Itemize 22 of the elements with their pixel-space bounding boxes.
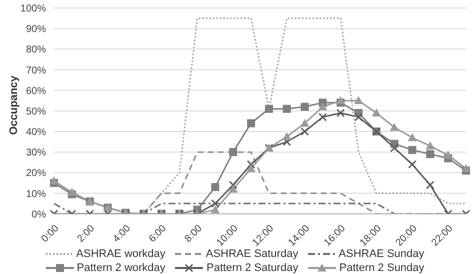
y-axis-title: Occupancy <box>8 74 20 135</box>
y-tick-label: 40% <box>26 127 46 138</box>
legend-label: Pattern 2 Sunday <box>338 262 424 274</box>
y-tick-label: 20% <box>26 168 46 180</box>
y-tick-label: 80% <box>26 44 46 56</box>
legend-label: ASHRAE workday <box>75 248 166 260</box>
y-tick-label: 60% <box>26 86 46 97</box>
y-tick-label: 100% <box>20 4 46 15</box>
y-tick-label: 10% <box>26 188 46 200</box>
x-tick-label: 4:00 <box>111 222 134 245</box>
legend-label: ASHRAE Saturday <box>204 248 298 260</box>
y-tick-label: 0% <box>32 209 46 220</box>
legend-label: ASHRAE Sunday <box>338 248 424 260</box>
y-tick-label: 30% <box>26 148 46 159</box>
x-tick-label: 6:00 <box>147 222 169 245</box>
legend-label: Pattern 2 workday <box>76 262 166 274</box>
x-tick-label: 8:00 <box>182 222 205 245</box>
y-tick-label: 90% <box>26 24 46 36</box>
x-tick-label: 0:00 <box>40 222 62 245</box>
y-tick-label: 50% <box>26 106 46 118</box>
y-tick-label: 70% <box>26 65 46 76</box>
legend-label: Pattern 2 Saturday <box>205 262 298 274</box>
